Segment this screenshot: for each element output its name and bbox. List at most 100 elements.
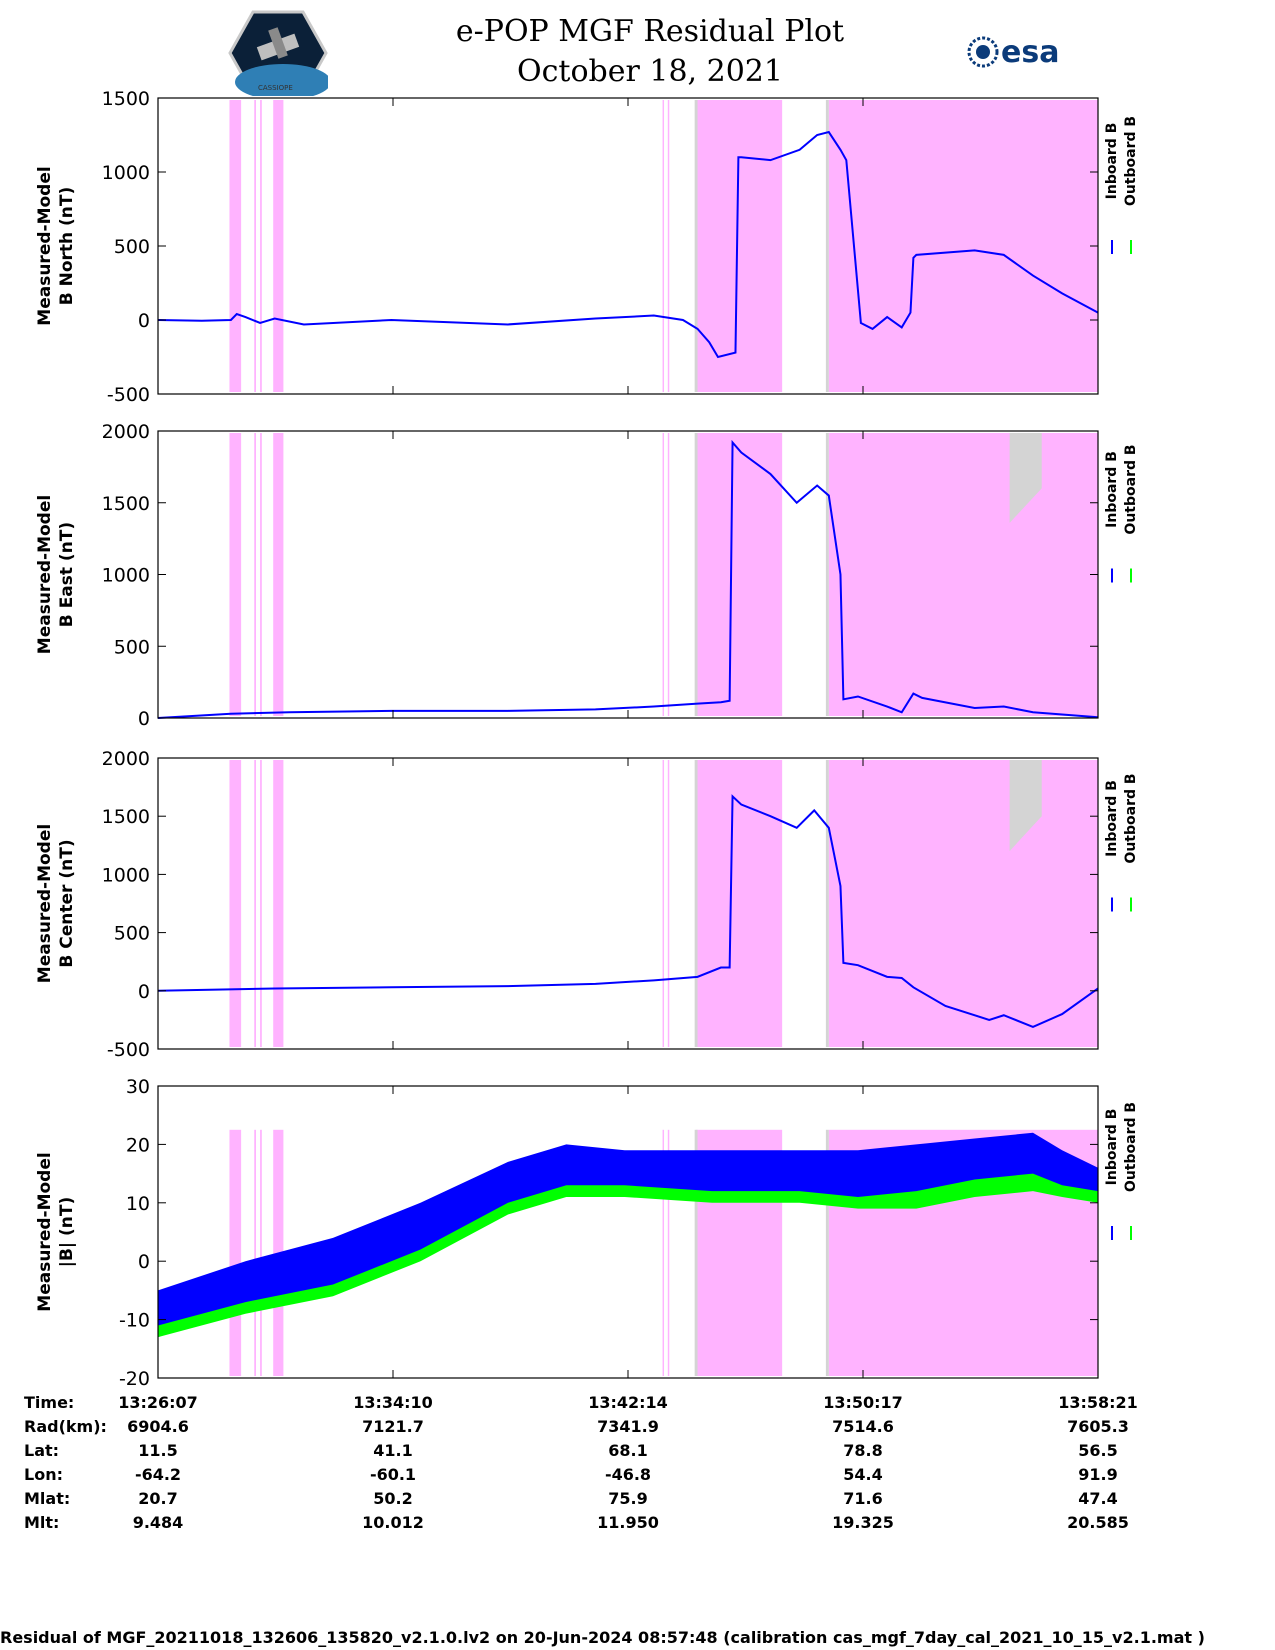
y-tick-label: -500	[107, 384, 150, 406]
orbit-value-rad: 6904.6	[127, 1417, 189, 1436]
data-gap-marker-1	[694, 760, 698, 1047]
y-tick-label: 1500	[102, 806, 150, 828]
y-tick-label: -20	[119, 1368, 150, 1390]
orbit-value-mlat: 50.2	[373, 1489, 413, 1508]
orbit-value-mlat: 47.4	[1078, 1489, 1118, 1508]
eclipse-band-3	[260, 1129, 262, 1376]
orbit-value-mlt: 9.484	[132, 1513, 184, 1532]
eclipse-band-2	[254, 1129, 256, 1376]
y-tick-label: 1500	[102, 88, 150, 110]
data-gap-patch	[1009, 760, 1042, 852]
eclipse-band-8	[828, 760, 1098, 1047]
eclipse-band-8	[828, 100, 1098, 392]
panel-3: -500 0 500 1000 1500 2000 Measured-Model B Cent…	[35, 748, 1139, 1061]
legend-label: Outboard B	[1123, 773, 1139, 863]
cassiope-logo	[228, 10, 328, 96]
y-axis-label: B Center (nT)	[57, 839, 77, 967]
legend-label: Outboard B	[1123, 116, 1139, 206]
eclipse-band-6	[667, 100, 670, 392]
y-tick-label: 1500	[102, 493, 150, 515]
orbit-row-label: Mlt:	[24, 1513, 60, 1532]
orbit-value-rad: 7341.9	[597, 1417, 659, 1436]
data-gap-marker-1	[694, 100, 698, 392]
eclipse-band-1	[229, 760, 242, 1047]
panel-1: -500 0 500 1000 1500 Measured-Model B North (n…	[35, 88, 1139, 406]
orbit-value-lon: 54.4	[843, 1465, 883, 1484]
y-tick-label: 1000	[102, 565, 150, 587]
y-tick-label: 0	[138, 1251, 150, 1273]
y-tick-label: 500	[114, 923, 150, 945]
eclipse-band-7	[696, 760, 783, 1047]
series-line-inboard-b	[157, 439, 1099, 719]
eclipse-band-5	[662, 1129, 665, 1376]
eclipse-band-1	[229, 100, 242, 392]
y-tick-label: 500	[114, 636, 150, 658]
eclipse-band-1	[229, 1129, 242, 1376]
panel-2: 0 500 1000 1500 2000 Measured-Model B East (nT…	[35, 421, 1139, 730]
y-tick-label: 20	[126, 1134, 150, 1156]
legend-label: Inboard B	[1104, 123, 1120, 200]
orbit-value-rad: 7121.7	[362, 1417, 424, 1436]
plot-date: October 18, 2021	[517, 54, 783, 89]
orbit-value-mlat: 71.6	[843, 1489, 883, 1508]
orbit-value-time: 13:50:17	[823, 1393, 903, 1412]
orbit-value-lon: -46.8	[604, 1465, 652, 1484]
orbit-value-mlat: 20.7	[138, 1489, 178, 1508]
orbit-row-label: Lat:	[24, 1441, 60, 1460]
legend-label: Outboard B	[1123, 444, 1139, 534]
y-tick-label: 2000	[102, 748, 150, 770]
eclipse-band-3	[260, 433, 262, 716]
data-gap-marker-2	[825, 1129, 829, 1376]
y-axis-label: |B| (nT)	[57, 1197, 77, 1268]
legend-label: Inboard B	[1104, 780, 1120, 857]
esa-logo-text: esa	[1001, 35, 1059, 70]
eclipse-band-2	[254, 433, 256, 716]
orbit-value-mlt: 19.325	[832, 1513, 894, 1532]
eclipse-band-4	[273, 760, 284, 1047]
orbit-value-time: 13:34:10	[353, 1393, 433, 1412]
data-gap-marker-2	[825, 433, 829, 716]
cassiope-logo-text: CASSIOPE	[258, 84, 293, 92]
y-axis-label: B North (nT)	[57, 187, 77, 306]
eclipse-band-5	[662, 760, 665, 1047]
orbit-value-lat: 41.1	[373, 1441, 413, 1460]
orbit-value-lon: -64.2	[134, 1465, 182, 1484]
orbit-value-mlat: 75.9	[608, 1489, 648, 1508]
orbit-value-rad: 7514.6	[832, 1417, 894, 1436]
eclipse-band-6	[667, 760, 670, 1047]
data-gap-marker-1	[694, 1129, 698, 1376]
y-axis-label: Measured-Model	[35, 166, 55, 325]
panel-4: -20 -10 0 10 20 30 Measured-Model |B| (nT) Inboa…	[35, 1076, 1139, 1390]
orbit-value-time: 13:58:21	[1058, 1393, 1138, 1412]
y-tick-label: 0	[138, 981, 150, 1003]
orbit-value-time: 13:26:07	[118, 1393, 198, 1412]
eclipse-band-7	[696, 100, 783, 392]
orbit-value-mlt: 10.012	[362, 1513, 424, 1532]
y-axis-label: Measured-Model	[35, 495, 55, 654]
orbit-value-lat: 68.1	[608, 1441, 648, 1460]
data-gap-marker-2	[825, 100, 829, 392]
orbit-value-lon: -60.1	[369, 1465, 417, 1484]
y-tick-label: 0	[138, 708, 150, 730]
y-tick-label: -500	[107, 1039, 150, 1061]
orbit-value-lon: 91.9	[1078, 1465, 1118, 1484]
y-tick-label: -10	[119, 1310, 150, 1332]
orbit-row-label: Mlat:	[24, 1489, 71, 1508]
legend-label: Inboard B	[1104, 1109, 1120, 1186]
series-line-inboard-b	[157, 130, 1099, 359]
orbit-row-label: Lon:	[24, 1465, 63, 1484]
y-axis-label: Measured-Model	[35, 824, 55, 983]
esa-logo: esa	[967, 35, 1059, 70]
eclipse-band-4	[273, 433, 284, 716]
eclipse-band-7	[696, 433, 783, 716]
y-tick-label: 30	[126, 1076, 150, 1098]
eclipse-band-4	[273, 100, 284, 392]
footer-caption: Residual of MGF_20211018_132606_135820_v…	[0, 1628, 1205, 1647]
eclipse-band-6	[667, 433, 670, 716]
orbit-row-label: Time:	[24, 1393, 75, 1412]
plot-title: e-POP MGF Residual Plot	[455, 14, 845, 49]
data-gap-marker-1	[694, 433, 698, 716]
eclipse-band-2	[254, 760, 256, 1047]
data-gap-marker-2	[825, 760, 829, 1047]
